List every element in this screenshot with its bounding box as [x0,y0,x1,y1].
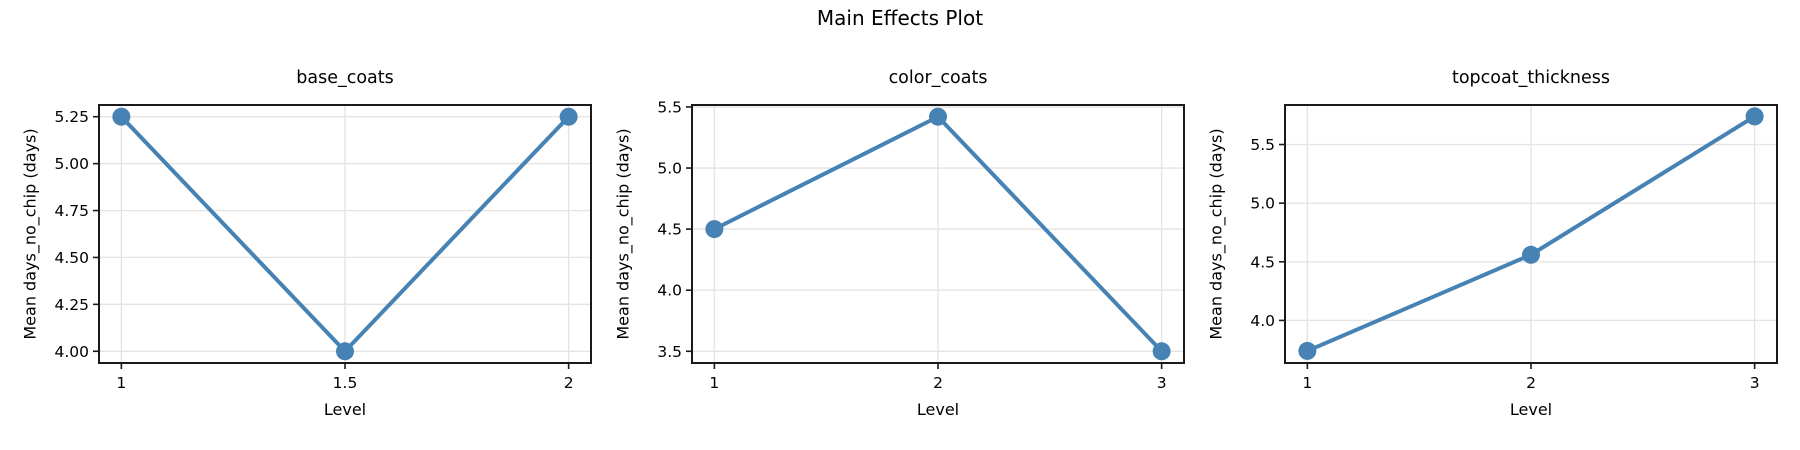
x-tick-label: 1 [1302,374,1312,392]
y-tick-label: 5.25 [54,108,89,126]
y-tick-label: 4.50 [54,249,89,267]
data-point-marker [112,107,131,126]
y-tick-label: 5.5 [1250,136,1275,154]
data-point-marker [559,107,578,126]
y-axis-label-2: Mean days_no_chip (days) [613,128,633,340]
figure-title: Main Effects Plot [816,6,984,30]
y-tick-label: 5.00 [54,155,89,173]
y-tick-label: 4.0 [1250,312,1275,330]
y-axis-label-1: Mean days_no_chip (days) [20,128,40,340]
y-tick-label: 4.00 [54,343,89,361]
x-tick-label: 1 [709,374,719,392]
x-axis-label-1: Level [323,400,367,419]
data-point-marker [705,220,724,239]
y-tick-label: 5.5 [657,98,682,116]
x-tick-label: 2 [1526,374,1536,392]
x-axis-label-3: Level [1509,400,1553,419]
y-tick-label: 4.0 [657,282,682,300]
x-axis-label-2: Level [916,400,960,419]
y-tick-label: 4.5 [1250,253,1275,271]
x-tick-label: 3 [1750,374,1760,392]
data-point-marker [336,342,354,361]
x-tick-label: 2 [933,374,943,392]
y-axis-label-3: Mean days_no_chip (days) [1206,128,1226,340]
y-tick-label: 4.75 [54,202,89,220]
data-point-marker [1152,342,1171,361]
x-tick-label: 2 [564,374,574,392]
data-point-marker [1298,341,1317,360]
y-tick-label: 5.0 [657,160,682,178]
data-point-marker [1522,245,1540,264]
subplot-title-color-coats: color_coats [888,68,988,88]
subplot-title-topcoat-thickness: topcoat_thickness [1451,68,1610,88]
data-point-marker [929,107,947,126]
y-tick-label: 3.5 [657,343,682,361]
x-tick-label: 1.5 [333,374,358,392]
y-tick-label: 5.0 [1250,195,1275,213]
data-point-marker [1745,107,1764,126]
x-tick-label: 3 [1157,374,1167,392]
subplot-title-base-coats: base_coats [296,68,394,88]
y-tick-label: 4.5 [657,221,682,239]
y-tick-label: 4.25 [54,296,89,314]
x-tick-label: 1 [116,374,126,392]
